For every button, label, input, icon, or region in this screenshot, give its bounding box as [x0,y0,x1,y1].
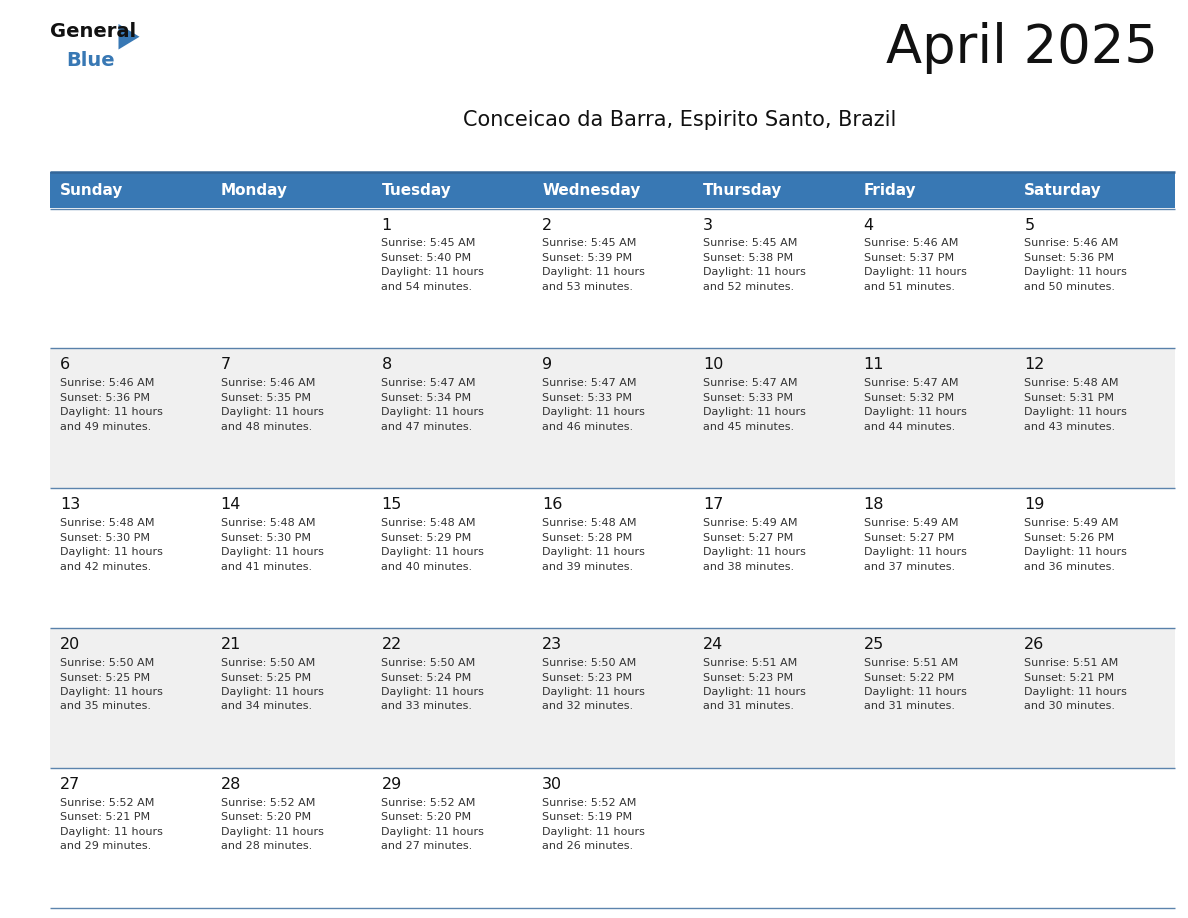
Text: Sunrise: 5:52 AM
Sunset: 5:21 PM
Daylight: 11 hours
and 29 minutes.: Sunrise: 5:52 AM Sunset: 5:21 PM Dayligh… [61,798,163,851]
Text: 19: 19 [1024,498,1044,512]
Text: 21: 21 [221,637,241,652]
Text: 2: 2 [542,218,552,232]
Text: Sunrise: 5:51 AM
Sunset: 5:22 PM
Daylight: 11 hours
and 31 minutes.: Sunrise: 5:51 AM Sunset: 5:22 PM Dayligh… [864,658,967,711]
Text: 8: 8 [381,357,392,373]
Bar [50,349,1175,488]
Text: 30: 30 [542,778,562,792]
Text: 25: 25 [864,637,884,652]
Text: 27: 27 [61,778,81,792]
Text: 7: 7 [221,357,230,373]
Text: 14: 14 [221,498,241,512]
Text: Sunrise: 5:50 AM
Sunset: 5:25 PM
Daylight: 11 hours
and 35 minutes.: Sunrise: 5:50 AM Sunset: 5:25 PM Dayligh… [61,658,163,711]
Text: Sunrise: 5:47 AM
Sunset: 5:32 PM
Daylight: 11 hours
and 44 minutes.: Sunrise: 5:47 AM Sunset: 5:32 PM Dayligh… [864,378,967,431]
Bar [50,172,1175,208]
Text: 17: 17 [703,498,723,512]
Text: 18: 18 [864,498,884,512]
Text: Sunrise: 5:48 AM
Sunset: 5:29 PM
Daylight: 11 hours
and 40 minutes.: Sunrise: 5:48 AM Sunset: 5:29 PM Dayligh… [381,519,485,572]
Text: Sunrise: 5:45 AM
Sunset: 5:39 PM
Daylight: 11 hours
and 53 minutes.: Sunrise: 5:45 AM Sunset: 5:39 PM Dayligh… [542,239,645,292]
Text: Thursday: Thursday [703,183,782,197]
Text: April 2025: April 2025 [886,22,1158,74]
Text: General: General [50,22,137,41]
Text: Sunrise: 5:47 AM
Sunset: 5:34 PM
Daylight: 11 hours
and 47 minutes.: Sunrise: 5:47 AM Sunset: 5:34 PM Dayligh… [381,378,485,431]
Text: Conceicao da Barra, Espirito Santo, Brazil: Conceicao da Barra, Espirito Santo, Braz… [463,110,897,130]
Text: 23: 23 [542,637,562,652]
Text: Sunrise: 5:46 AM
Sunset: 5:35 PM
Daylight: 11 hours
and 48 minutes.: Sunrise: 5:46 AM Sunset: 5:35 PM Dayligh… [221,378,323,431]
Text: Sunrise: 5:50 AM
Sunset: 5:24 PM
Daylight: 11 hours
and 33 minutes.: Sunrise: 5:50 AM Sunset: 5:24 PM Dayligh… [381,658,485,711]
Bar [50,768,1175,908]
Text: 10: 10 [703,357,723,373]
Text: 16: 16 [542,498,562,512]
Text: 9: 9 [542,357,552,373]
Text: Sunrise: 5:46 AM
Sunset: 5:36 PM
Daylight: 11 hours
and 49 minutes.: Sunrise: 5:46 AM Sunset: 5:36 PM Dayligh… [61,378,163,431]
Text: Sunrise: 5:46 AM
Sunset: 5:37 PM
Daylight: 11 hours
and 51 minutes.: Sunrise: 5:46 AM Sunset: 5:37 PM Dayligh… [864,239,967,292]
Text: Sunrise: 5:45 AM
Sunset: 5:40 PM
Daylight: 11 hours
and 54 minutes.: Sunrise: 5:45 AM Sunset: 5:40 PM Dayligh… [381,239,485,292]
Text: Sunrise: 5:49 AM
Sunset: 5:26 PM
Daylight: 11 hours
and 36 minutes.: Sunrise: 5:49 AM Sunset: 5:26 PM Dayligh… [1024,519,1127,572]
Text: Sunrise: 5:47 AM
Sunset: 5:33 PM
Daylight: 11 hours
and 46 minutes.: Sunrise: 5:47 AM Sunset: 5:33 PM Dayligh… [542,378,645,431]
Text: 26: 26 [1024,637,1044,652]
Text: Sunrise: 5:50 AM
Sunset: 5:25 PM
Daylight: 11 hours
and 34 minutes.: Sunrise: 5:50 AM Sunset: 5:25 PM Dayligh… [221,658,323,711]
Text: Sunrise: 5:47 AM
Sunset: 5:33 PM
Daylight: 11 hours
and 45 minutes.: Sunrise: 5:47 AM Sunset: 5:33 PM Dayligh… [703,378,805,431]
Text: 5: 5 [1024,218,1035,232]
Text: Sunrise: 5:48 AM
Sunset: 5:31 PM
Daylight: 11 hours
and 43 minutes.: Sunrise: 5:48 AM Sunset: 5:31 PM Dayligh… [1024,378,1127,431]
Text: 15: 15 [381,498,402,512]
Text: 28: 28 [221,778,241,792]
Text: 12: 12 [1024,357,1044,373]
Polygon shape [119,24,139,50]
Text: Sunrise: 5:50 AM
Sunset: 5:23 PM
Daylight: 11 hours
and 32 minutes.: Sunrise: 5:50 AM Sunset: 5:23 PM Dayligh… [542,658,645,711]
Text: 20: 20 [61,637,81,652]
Text: 6: 6 [61,357,70,373]
Text: 3: 3 [703,218,713,232]
Text: 22: 22 [381,637,402,652]
Text: Sunrise: 5:51 AM
Sunset: 5:21 PM
Daylight: 11 hours
and 30 minutes.: Sunrise: 5:51 AM Sunset: 5:21 PM Dayligh… [1024,658,1127,711]
Text: Blue: Blue [67,50,114,70]
Bar [50,488,1175,628]
Text: Sunrise: 5:48 AM
Sunset: 5:30 PM
Daylight: 11 hours
and 41 minutes.: Sunrise: 5:48 AM Sunset: 5:30 PM Dayligh… [221,519,323,572]
Text: 11: 11 [864,357,884,373]
Text: Sunrise: 5:52 AM
Sunset: 5:19 PM
Daylight: 11 hours
and 26 minutes.: Sunrise: 5:52 AM Sunset: 5:19 PM Dayligh… [542,798,645,851]
Text: Sunday: Sunday [61,183,124,197]
Text: Sunrise: 5:48 AM
Sunset: 5:28 PM
Daylight: 11 hours
and 39 minutes.: Sunrise: 5:48 AM Sunset: 5:28 PM Dayligh… [542,519,645,572]
Text: Sunrise: 5:52 AM
Sunset: 5:20 PM
Daylight: 11 hours
and 27 minutes.: Sunrise: 5:52 AM Sunset: 5:20 PM Dayligh… [381,798,485,851]
Text: Sunrise: 5:52 AM
Sunset: 5:20 PM
Daylight: 11 hours
and 28 minutes.: Sunrise: 5:52 AM Sunset: 5:20 PM Dayligh… [221,798,323,851]
Text: 1: 1 [381,218,392,232]
Text: Sunrise: 5:48 AM
Sunset: 5:30 PM
Daylight: 11 hours
and 42 minutes.: Sunrise: 5:48 AM Sunset: 5:30 PM Dayligh… [61,519,163,572]
Text: 13: 13 [61,498,81,512]
Bar [50,208,1175,349]
Text: Wednesday: Wednesday [542,183,640,197]
Text: Sunrise: 5:49 AM
Sunset: 5:27 PM
Daylight: 11 hours
and 37 minutes.: Sunrise: 5:49 AM Sunset: 5:27 PM Dayligh… [864,519,967,572]
Text: Monday: Monday [221,183,287,197]
Bar [50,628,1175,768]
Text: Sunrise: 5:45 AM
Sunset: 5:38 PM
Daylight: 11 hours
and 52 minutes.: Sunrise: 5:45 AM Sunset: 5:38 PM Dayligh… [703,239,805,292]
Text: Sunrise: 5:46 AM
Sunset: 5:36 PM
Daylight: 11 hours
and 50 minutes.: Sunrise: 5:46 AM Sunset: 5:36 PM Dayligh… [1024,239,1127,292]
Text: Friday: Friday [864,183,916,197]
Text: Saturday: Saturday [1024,183,1102,197]
Text: 29: 29 [381,778,402,792]
Text: Sunrise: 5:51 AM
Sunset: 5:23 PM
Daylight: 11 hours
and 31 minutes.: Sunrise: 5:51 AM Sunset: 5:23 PM Dayligh… [703,658,805,711]
Text: Tuesday: Tuesday [381,183,451,197]
Text: Sunrise: 5:49 AM
Sunset: 5:27 PM
Daylight: 11 hours
and 38 minutes.: Sunrise: 5:49 AM Sunset: 5:27 PM Dayligh… [703,519,805,572]
Text: 24: 24 [703,637,723,652]
Text: 4: 4 [864,218,873,232]
